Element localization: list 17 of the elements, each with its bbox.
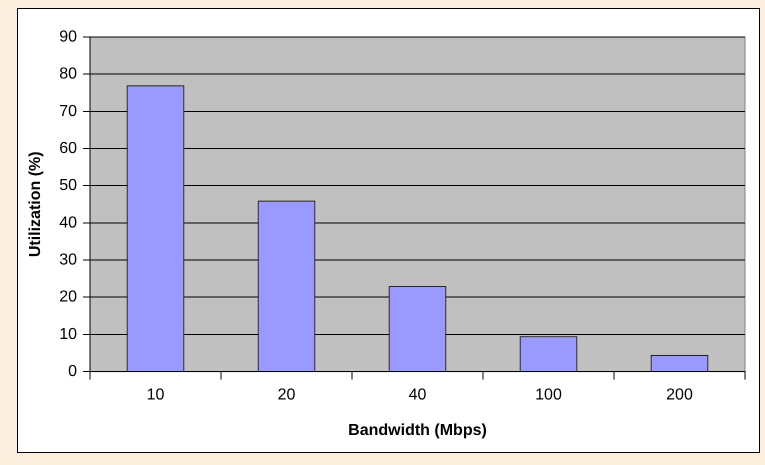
x-tick-label: 40	[408, 386, 426, 404]
y-tick-label: 90	[59, 28, 78, 46]
x-axis-title: Bandwidth (Mbps)	[348, 422, 487, 439]
x-tick-label: 20	[278, 386, 296, 404]
y-tick-label: 20	[59, 288, 78, 306]
x-tick-label: 100	[535, 386, 562, 404]
y-tick-label: 60	[59, 140, 78, 157]
x-tick-label: 200	[666, 386, 693, 404]
y-tick-label: 40	[59, 214, 78, 232]
y-tick-label: 50	[59, 177, 78, 194]
x-tick-label: 10	[146, 386, 164, 404]
y-tick-label: 10	[59, 326, 78, 343]
y-axis-title: Utilization (%)	[27, 151, 44, 258]
y-tick-label: 70	[59, 102, 78, 120]
y-tick-label: 30	[59, 251, 78, 268]
y-tick-label: 0	[68, 363, 78, 380]
y-tick-label: 80	[59, 66, 78, 83]
